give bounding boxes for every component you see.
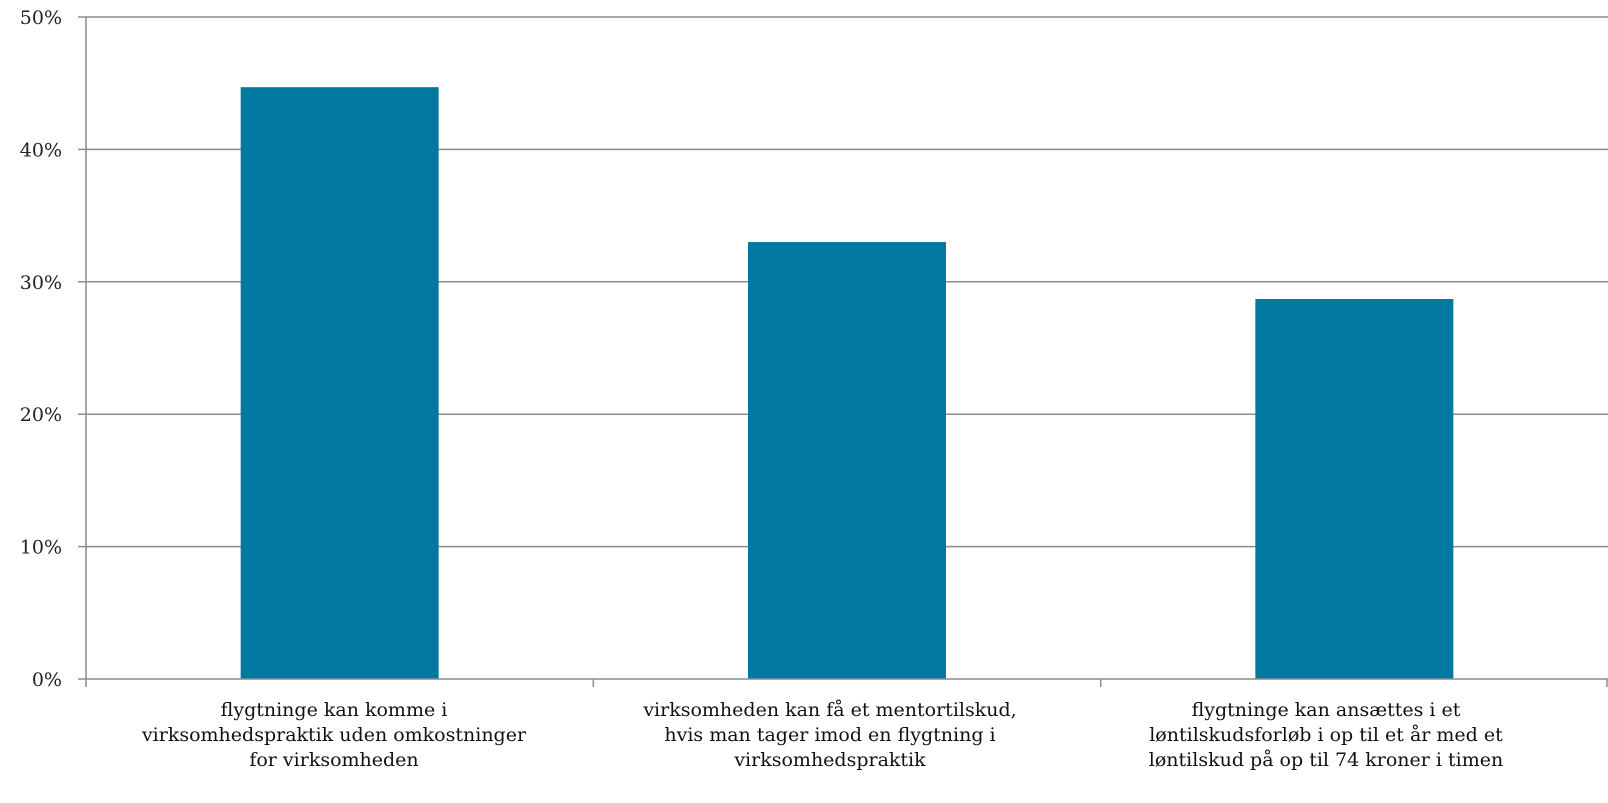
y-tick-label: 40%	[20, 139, 62, 161]
y-tick-label: 20%	[20, 404, 62, 426]
bar-2	[748, 242, 946, 679]
category-label-2-line-1: virksomheden kan få et mentortilskud,	[643, 699, 1017, 721]
category-label-2-line-3: virksomhedspraktik	[734, 749, 926, 771]
y-tick-labels: 0% 10% 20% 30% 40% 50%	[20, 7, 62, 691]
category-label-1: flygtninge kan komme i virksomhedsprakti…	[86, 698, 582, 773]
bars	[240, 87, 1454, 679]
y-tick-label: 10%	[20, 537, 62, 559]
axes	[78, 16, 1608, 687]
category-label-1-line-1: flygtninge kan komme i	[220, 699, 448, 721]
category-label-3-line-1: flygtninge kan ansættes i et	[1191, 699, 1461, 721]
bar-1	[240, 87, 439, 679]
category-label-2-line-2: hvis man tager imod en flygtning i	[664, 724, 996, 746]
category-label-3-line-3: løntilskud på op til 74 kroner i timen	[1148, 749, 1504, 771]
category-label-3-line-2: løntilskudsforløb i op til et år med et	[1149, 724, 1503, 746]
bar-3	[1255, 299, 1454, 679]
category-label-1-line-3: for virksomheden	[249, 749, 419, 771]
category-label-3: flygtninge kan ansættes i et løntilskuds…	[1078, 698, 1574, 773]
y-tick-label: 50%	[20, 7, 62, 29]
y-tick-label: 30%	[20, 272, 62, 294]
category-label-2: virksomheden kan få et mentortilskud, hv…	[582, 698, 1078, 773]
category-label-1-line-2: virksomhedspraktik uden omkostninger	[141, 724, 527, 746]
y-tick-label: 0%	[32, 669, 62, 691]
